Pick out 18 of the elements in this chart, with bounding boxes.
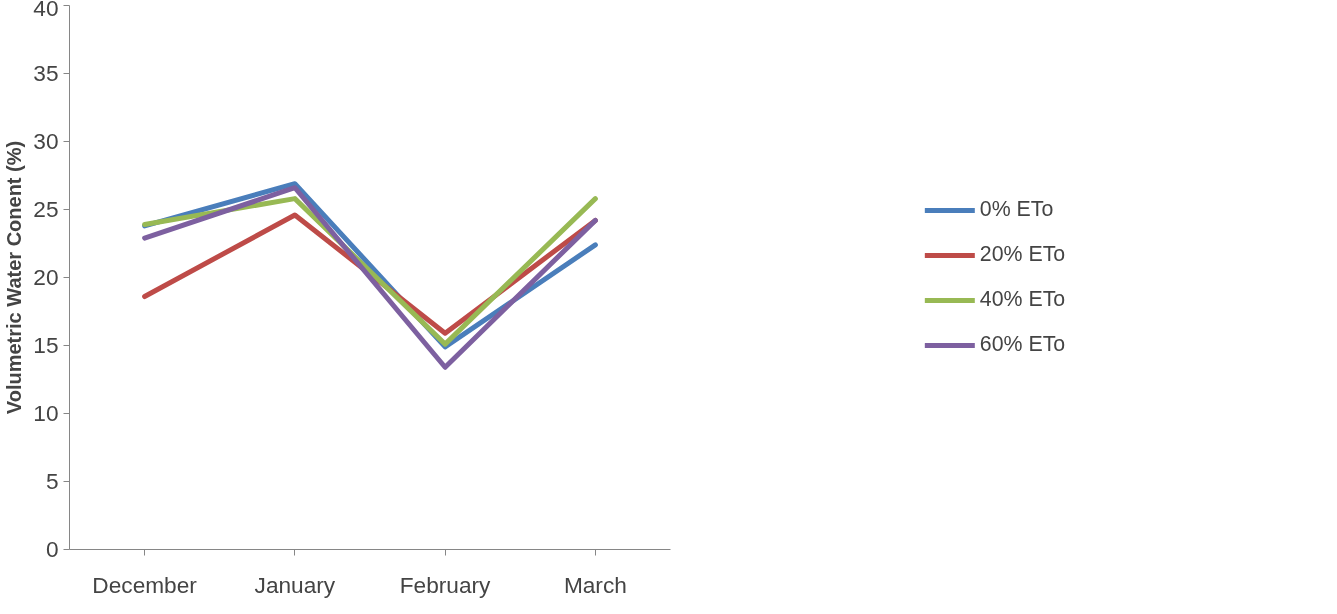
y-tick-label: 35: [33, 60, 59, 86]
y-tick-label: 30: [33, 128, 59, 154]
y-tick-label: 20: [33, 264, 59, 290]
y-tick-label: 40: [33, 0, 59, 21]
y-tick-label: 15: [33, 332, 59, 358]
legend-label: 0% ETo: [979, 197, 1054, 222]
y-tick-label: 5: [45, 468, 59, 494]
legend-label: 40% ETo: [979, 287, 1066, 312]
x-tick-label: March: [563, 571, 627, 598]
y-axis-title: Volumetric Water Conent (%): [3, 140, 26, 415]
x-tick-label: February: [399, 571, 492, 598]
legend-label: 20% ETo: [979, 242, 1066, 267]
legend-label: 60% ETo: [979, 332, 1066, 357]
y-tick-label: 25: [33, 196, 59, 222]
y-tick-label: 0: [45, 536, 59, 562]
x-tick-label: January: [254, 571, 336, 598]
x-tick-label: December: [92, 571, 198, 598]
y-tick-label: 10: [33, 400, 59, 426]
